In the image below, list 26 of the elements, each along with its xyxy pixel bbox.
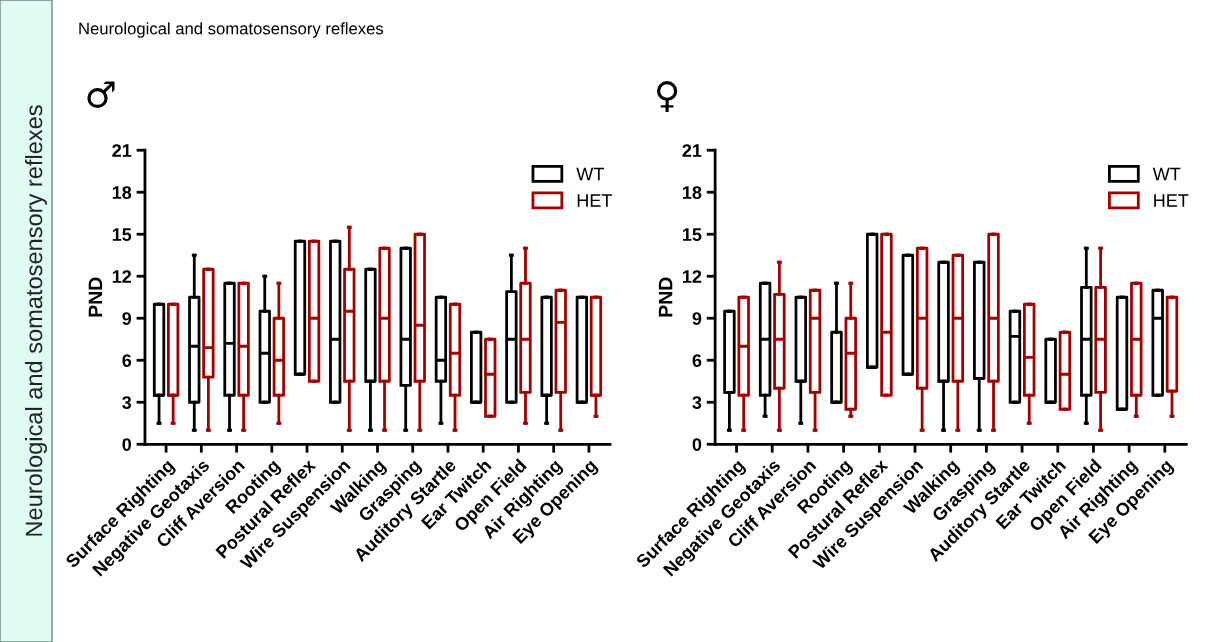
text: Neurological and somatosensory reflexes xyxy=(25,105,47,536)
y-axis-title: PND xyxy=(88,277,103,317)
text: Neurological and somatosensory reflexes xyxy=(79,22,384,38)
y-tick-label: 6 xyxy=(692,354,702,367)
legend-label: WT xyxy=(576,167,604,181)
y-tick-label: 6 xyxy=(122,354,132,367)
y-axis-title: PND xyxy=(658,277,673,317)
chart-title: ♂ xyxy=(87,81,115,108)
y-tick-label: 21 xyxy=(112,144,132,157)
y-tick-label: 18 xyxy=(112,186,132,199)
chart-title: ♀ xyxy=(656,81,678,112)
legend-label: HET xyxy=(577,194,612,207)
legend-label: WT xyxy=(1152,167,1181,181)
y-tick-label: 12 xyxy=(112,270,132,283)
y-tick-label: 18 xyxy=(683,186,702,199)
y-tick-label: 0 xyxy=(692,438,702,451)
y-tick-label: 15 xyxy=(112,228,132,241)
y-tick-label: 9 xyxy=(122,312,132,325)
legend-label: HET xyxy=(1154,194,1189,207)
y-tick-label: 0 xyxy=(122,438,132,451)
y-tick-label: 9 xyxy=(692,312,702,325)
y-tick-label: 15 xyxy=(683,228,702,241)
y-tick-label: 3 xyxy=(122,396,132,409)
y-tick-label: 12 xyxy=(683,270,702,283)
y-tick-label: 21 xyxy=(682,144,702,157)
y-tick-label: 3 xyxy=(692,396,702,409)
